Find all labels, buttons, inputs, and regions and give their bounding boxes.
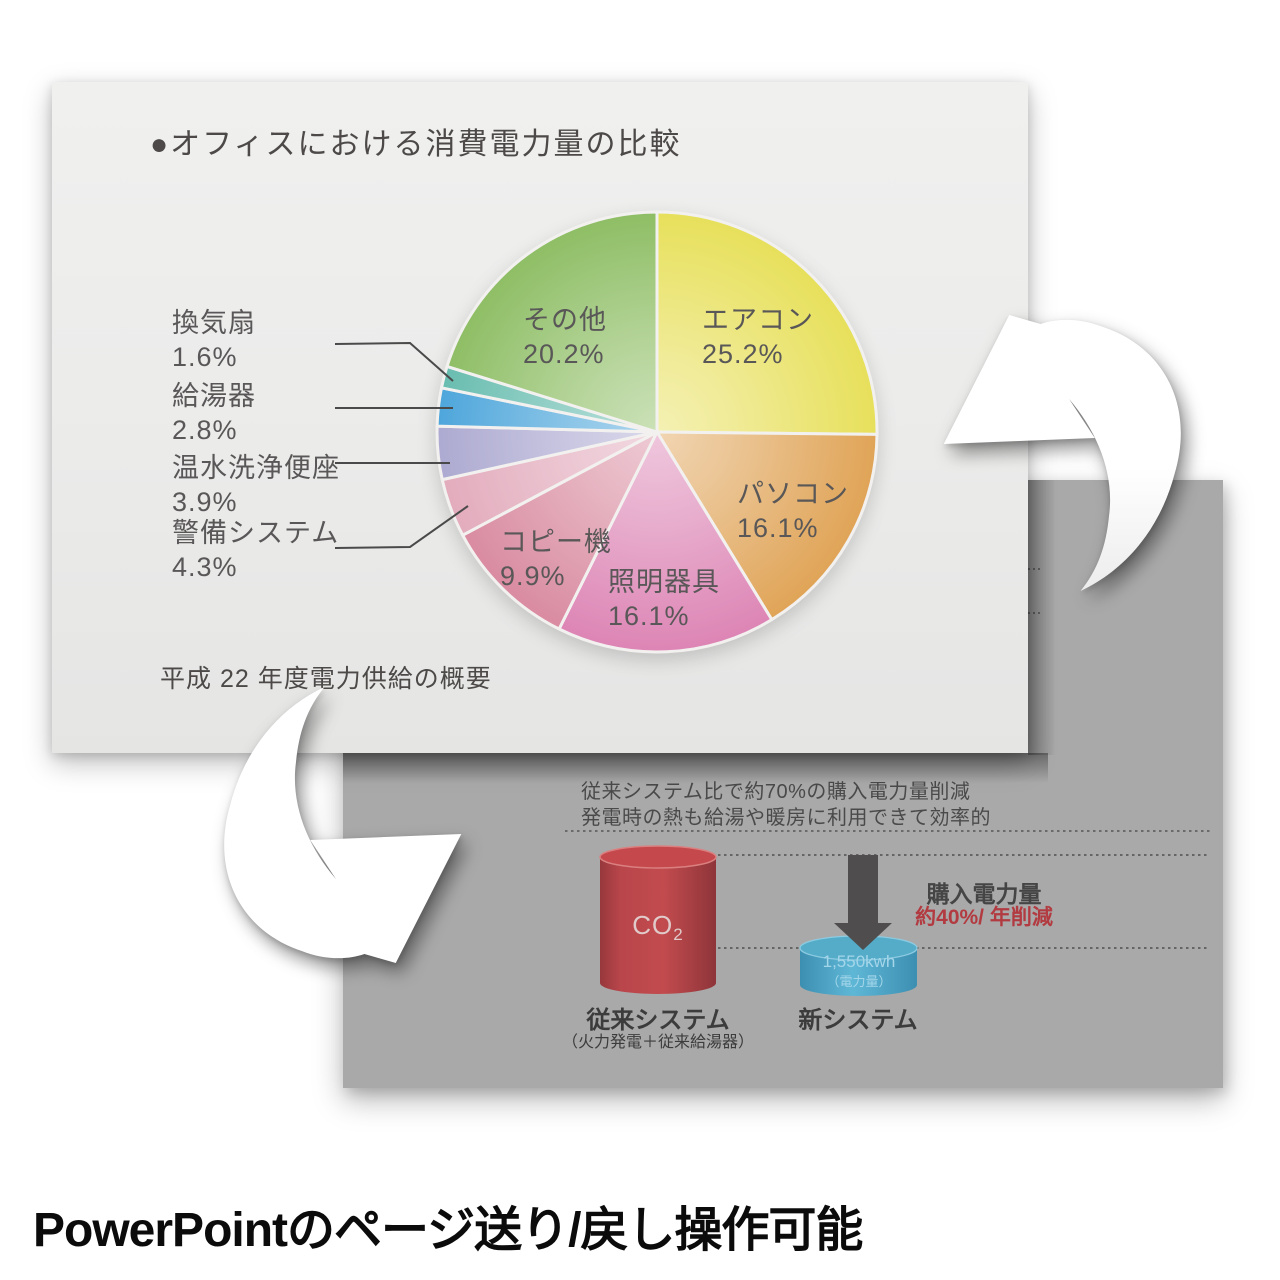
new-system-cylinder [799, 935, 918, 996]
cast-shadow [1028, 480, 1056, 755]
old-system-name: 従来システム [586, 1007, 730, 1034]
pie-slice-label: 照明器具 16.1% [608, 567, 720, 631]
pie-slice-label: コピー機 9.9% [500, 527, 612, 591]
pie-slice [461, 430, 659, 631]
pie-slice-label: パソコン 16.1% [737, 479, 849, 543]
leader-line [334, 341, 454, 382]
pie-slice [655, 430, 879, 622]
front-slide: ●オフィスにおける消費電力量の比較 エアコン 25.2% パソコン 16.1% 照明器具… [52, 82, 1028, 753]
old-system-subname: （火力発電＋従来給湯器） [561, 1034, 754, 1051]
old-system-cylinder [599, 845, 717, 994]
pie-slice [445, 210, 659, 434]
heading-line-1: 従来システム比で約70%の購入電力量削減 [581, 781, 971, 803]
new-system-unit: （電力量） [826, 974, 892, 989]
reduction-value: 約40%/ 年削減 [915, 906, 1053, 929]
page-forward-arrow-icon [182, 678, 467, 978]
pie-slice-label: その他 20.2% [523, 305, 607, 369]
cast-shadow [343, 753, 1048, 783]
source-note: 平成 22 年度電力供給の概要 [160, 665, 492, 693]
pie-slice-label: 給湯器 2.8% [172, 381, 256, 445]
back-slide-heading: 従来システム比で約70%の購入電力量削減 発電時の熱も給湯や暖房に利用できて効率… [581, 779, 991, 831]
purchase-power-label: 購入電力量 [926, 881, 1042, 907]
pie-slice-label: 警備システム 4.3% [172, 518, 340, 582]
pie-slice-label: 換気扇 1.6% [172, 308, 256, 372]
heading-line-2: 発電時の熱も給湯や暖房に利用できて効率的 [581, 807, 991, 829]
pie-slice-label: エアコン 25.2% [702, 305, 814, 369]
pie-slice-label: 温水洗浄便座 3.9% [172, 453, 340, 517]
down-arrow-icon [834, 855, 892, 950]
pie-slice [557, 430, 774, 654]
pie-slice [655, 210, 879, 436]
new-system-value: 1,550kwh [822, 952, 896, 971]
leader-line [334, 505, 469, 549]
co2-label: CO2 [632, 910, 684, 945]
co2-comparison-diagram [565, 568, 1210, 996]
page-back-arrow-icon [938, 300, 1223, 600]
slide-title: ●オフィスにおける消費電力量の比較 [150, 128, 682, 161]
pie-chart [334, 210, 879, 654]
new-system-name: 新システム [798, 1007, 918, 1034]
caption: PowerPointのページ送り/戻し操作可能 [33, 1204, 863, 1257]
